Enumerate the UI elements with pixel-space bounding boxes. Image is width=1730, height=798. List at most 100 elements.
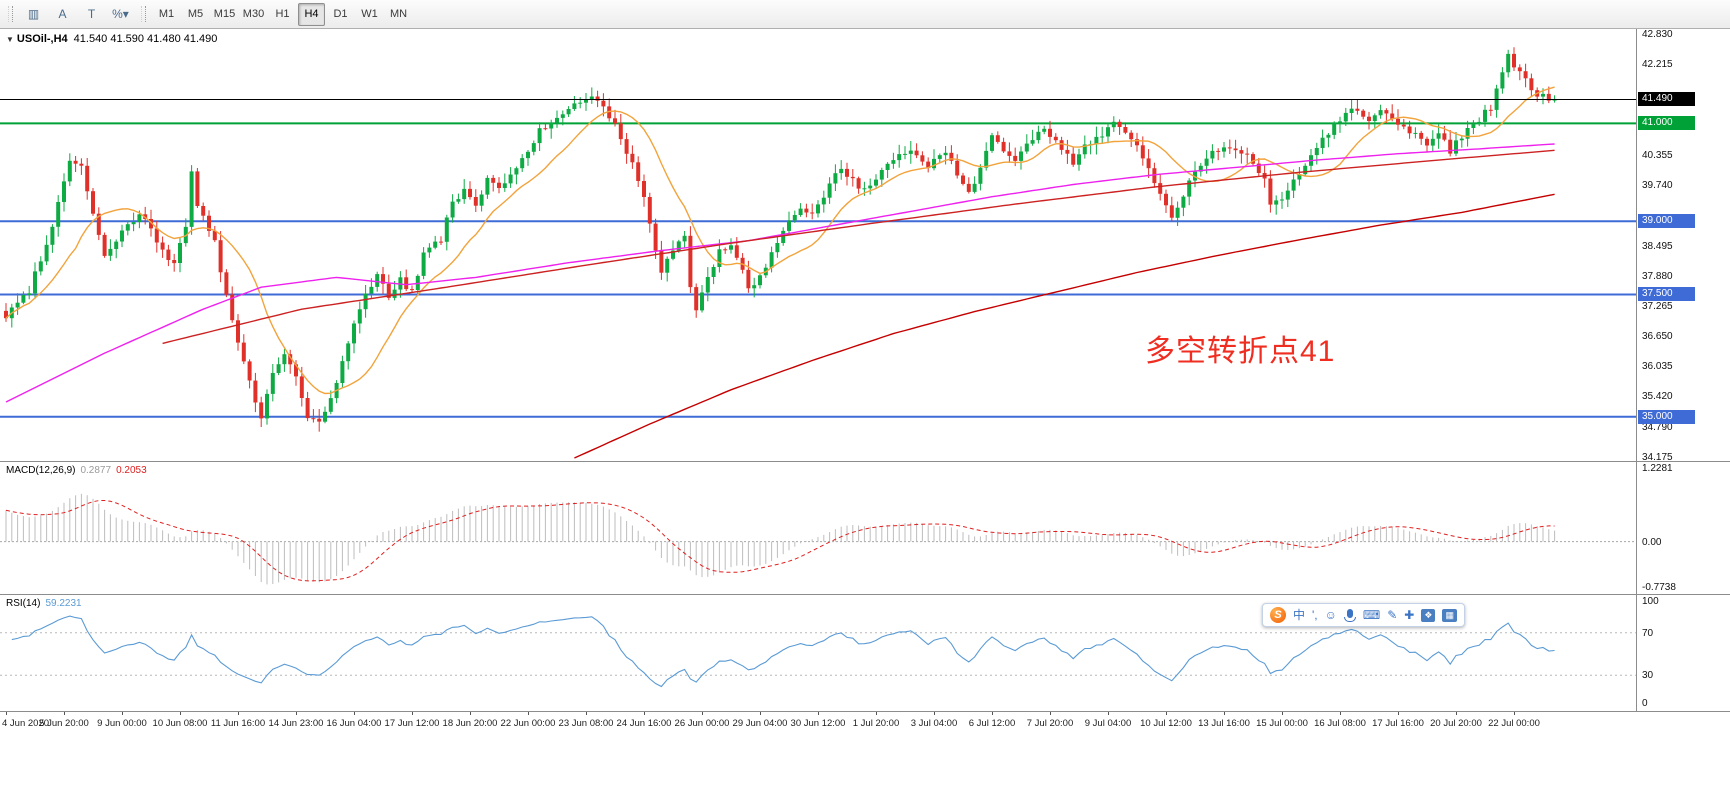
time-tick: [64, 712, 65, 715]
time-tick: [412, 712, 413, 715]
rsi-tick-label: 0: [1642, 698, 1648, 709]
punctuation-icon[interactable]: ',: [1312, 608, 1318, 622]
price-level-box: 35.000: [1638, 409, 1695, 424]
timeframe-button-m30[interactable]: M30: [242, 8, 265, 20]
timeframe-button-w1[interactable]: W1: [361, 8, 378, 20]
price-level-box: 41.490: [1638, 92, 1695, 107]
toolbar-grip[interactable]: [8, 6, 13, 22]
time-tick: [1340, 712, 1341, 715]
rsi-indicator-panel: RSI(14) 59.2231 S 中 ', ☺ ⌨ ✎ ✚ ❖ ▦ 100 70 30 0: [0, 595, 1730, 712]
price-tick-label: 34.790: [1642, 421, 1673, 433]
price-tick-label: 37.880: [1642, 270, 1673, 282]
rsi-canvas[interactable]: [0, 595, 1636, 711]
macd-tick-label: 1.2281: [1642, 463, 1673, 474]
mic-icon[interactable]: [1343, 609, 1356, 622]
time-axis[interactable]: 4 Jun 2020 5 Jun 20:00 9 Jun 00:00 10 Jun 0…: [0, 712, 1730, 736]
price-tick-label: 40.355: [1642, 149, 1673, 161]
time-label: 1 Jul 20:00: [852, 718, 900, 729]
time-tick: [586, 712, 587, 715]
time-tick: [702, 712, 703, 715]
rsi-axis-separator: [1636, 595, 1637, 711]
chart-style-icon[interactable]: ▥: [27, 7, 40, 21]
time-label: 3 Jul 04:00: [910, 718, 958, 729]
timeframe-button-mn[interactable]: MN: [389, 8, 408, 20]
price-tick-label: 39.740: [1642, 180, 1673, 192]
annotation-text: 多空转折点41: [1145, 335, 1336, 368]
time-tick: [1456, 712, 1457, 715]
rsi-label: RSI(14) 59.2231: [6, 598, 87, 609]
time-tick: [876, 712, 877, 715]
time-label: 15 Jul 00:00: [1256, 718, 1308, 729]
time-tick: [6, 712, 7, 715]
macd-canvas[interactable]: [0, 462, 1636, 594]
price-level-box: 41.000: [1638, 116, 1695, 131]
price-tick-label: 36.035: [1642, 361, 1673, 373]
price-chart-canvas[interactable]: [0, 29, 1636, 461]
timeframe-button-m15[interactable]: M15: [213, 8, 236, 20]
timeframe-button-d1[interactable]: D1: [333, 8, 348, 20]
timeframe-button-h1[interactable]: H1: [275, 8, 290, 20]
rsi-tick-label: 30: [1642, 670, 1654, 682]
time-label: 26 Jun 00:00: [674, 718, 730, 729]
handwriting-icon[interactable]: ✎: [1387, 608, 1398, 622]
time-label: 18 Jun 20:00: [442, 718, 498, 729]
keyboard-icon[interactable]: ⌨: [1362, 608, 1381, 622]
macd-value: 0.2877: [80, 465, 112, 476]
toolbar-grip-2[interactable]: [141, 6, 146, 22]
price-tick-label: 42.830: [1642, 29, 1673, 40]
time-tick: [644, 712, 645, 715]
top-toolbar: ▥ A T %▾ M1 M5 M15 M30 H1 H4 D1 W1 MN: [0, 0, 1730, 29]
symbol-ohlc-label: ▼ USOil-,H4 41.540 41.590 41.480 41.490: [6, 33, 217, 45]
time-tick: [470, 712, 471, 715]
price-tick-label: 38.495: [1642, 240, 1673, 252]
time-label: 16 Jul 08:00: [1314, 718, 1366, 729]
time-label: 10 Jun 08:00: [152, 718, 208, 729]
collapse-arrow-icon[interactable]: ▼: [6, 35, 14, 44]
time-tick: [238, 712, 239, 715]
time-tick: [760, 712, 761, 715]
skin-icon[interactable]: ❖: [1421, 608, 1436, 622]
time-label: 11 Jun 16:00: [210, 718, 266, 729]
rsi-value: 59.2231: [45, 598, 82, 609]
time-label: 4 Jun 2020: [2, 718, 50, 729]
price-axis-separator: [1636, 29, 1637, 461]
ime-toolbar: S 中 ', ☺ ⌨ ✎ ✚ ❖ ▦: [1262, 603, 1465, 627]
chinese-mode-icon[interactable]: 中: [1293, 608, 1306, 622]
macd-signal-value: 0.2053: [116, 465, 147, 476]
time-label: 9 Jul 04:00: [1084, 718, 1132, 729]
time-label: 17 Jun 12:00: [384, 718, 440, 729]
sogou-logo-icon[interactable]: S: [1270, 607, 1286, 623]
timeframe-button-m5[interactable]: M5: [187, 8, 204, 20]
time-label: 10 Jul 12:00: [1140, 718, 1192, 729]
timeframe-button-h4[interactable]: H4: [298, 2, 325, 26]
timeframe-button-m1[interactable]: M1: [158, 8, 175, 20]
time-label: 29 Jun 04:00: [732, 718, 788, 729]
main-chart-panel: ▼ USOil-,H4 41.540 41.590 41.480 41.490 多空…: [0, 29, 1730, 463]
template-tool[interactable]: T: [87, 7, 96, 21]
time-tick: [818, 712, 819, 715]
price-tick-label: 35.420: [1642, 391, 1673, 403]
time-label: 5 Jun 20:00: [39, 718, 89, 729]
price-tick-label: 37.265: [1642, 300, 1673, 312]
time-label: 23 Jun 08:00: [558, 718, 614, 729]
time-label: 6 Jul 12:00: [968, 718, 1016, 729]
drawing-tools-group: ▥ A T %▾: [19, 3, 135, 26]
timeframes-group: M1 M5 M15 M30 H1 H4 D1 W1 MN: [152, 2, 413, 26]
scale-dropdown[interactable]: %▾: [112, 7, 129, 21]
macd-title: MACD(12,26,9): [6, 465, 76, 476]
time-tick: [1108, 712, 1109, 715]
rsi-tick-label: 100: [1642, 596, 1659, 607]
price-tick-label: 36.650: [1642, 331, 1673, 343]
macd-label: MACD(12,26,9) 0.2877 0.2053: [6, 465, 152, 476]
time-tick: [1166, 712, 1167, 715]
toolbox-icon[interactable]: ✚: [1404, 608, 1415, 622]
macd-tick-label: 0.00: [1642, 536, 1662, 548]
time-tick: [180, 712, 181, 715]
grid-icon[interactable]: ▦: [1442, 608, 1457, 622]
time-tick: [354, 712, 355, 715]
emoji-icon[interactable]: ☺: [1324, 608, 1337, 622]
time-label: 30 Jun 12:00: [790, 718, 846, 729]
time-tick: [1224, 712, 1225, 715]
text-label-tool[interactable]: A: [58, 7, 67, 21]
time-label: 17 Jul 16:00: [1372, 718, 1424, 729]
